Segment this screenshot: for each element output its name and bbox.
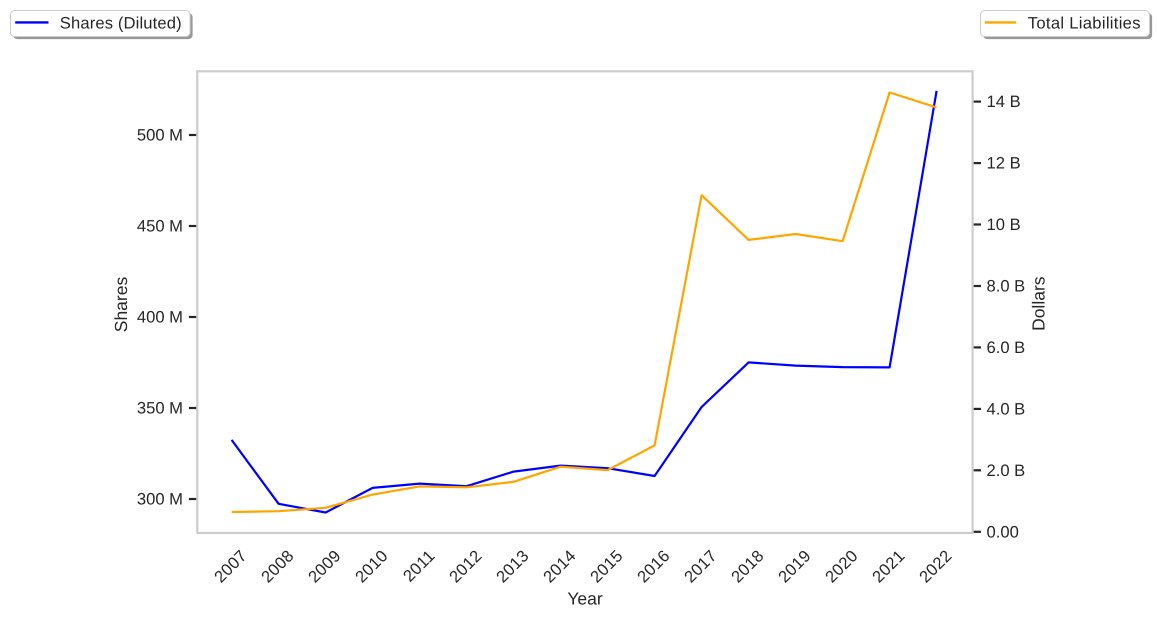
svg-text:Shares (Diluted): Shares (Diluted)	[60, 13, 182, 32]
svg-text:0.00: 0.00	[987, 522, 1019, 541]
svg-text:8.0 B: 8.0 B	[987, 277, 1026, 296]
svg-text:14 B: 14 B	[987, 92, 1021, 111]
svg-text:Total Liabilities: Total Liabilities	[1028, 13, 1141, 32]
svg-text:2.0 B: 2.0 B	[987, 461, 1026, 480]
svg-text:Dollars: Dollars	[1029, 276, 1049, 331]
svg-text:4.0 B: 4.0 B	[987, 400, 1026, 419]
svg-text:Year: Year	[567, 589, 603, 609]
svg-text:350 M: 350 M	[137, 399, 183, 418]
svg-text:Shares: Shares	[111, 277, 131, 333]
svg-text:10 B: 10 B	[987, 215, 1021, 234]
svg-text:300 M: 300 M	[137, 490, 183, 509]
svg-text:6.0 B: 6.0 B	[987, 338, 1026, 357]
svg-text:450 M: 450 M	[137, 217, 183, 236]
svg-text:400 M: 400 M	[137, 308, 183, 327]
svg-text:500 M: 500 M	[137, 126, 183, 145]
svg-text:12 B: 12 B	[987, 154, 1021, 173]
